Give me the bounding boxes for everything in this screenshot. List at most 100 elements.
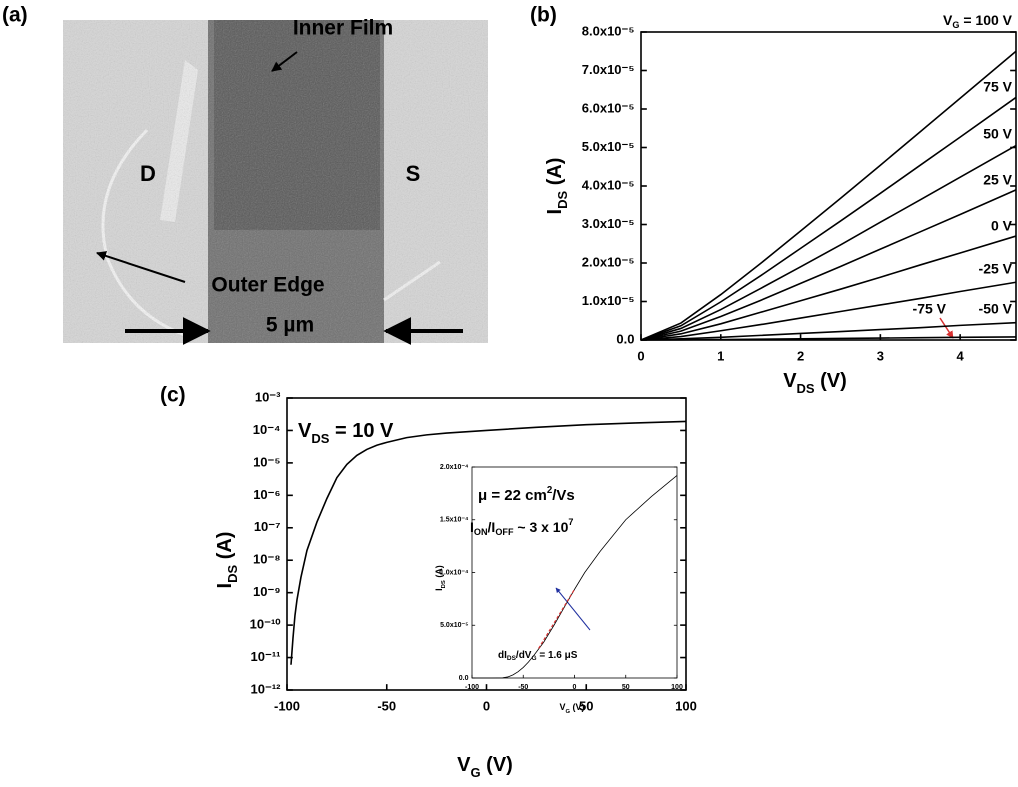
text-part: (V) [815,370,847,392]
panel-label: (c) [160,384,186,407]
subscript: G [471,765,481,780]
x-tick-label: 2 [797,348,804,363]
x-tick-label: 100 [675,698,697,713]
text-part: = [959,12,975,28]
image-label: D [140,161,156,186]
y-tick-label: 4.0x10⁻⁵ [582,177,635,192]
text-part: (V) [570,702,585,712]
y-tick-label: 7.0x10⁻⁵ [582,62,635,77]
annotation: μ = 22 cm2/Vs [478,485,575,504]
series-label: 0 V [991,218,1013,234]
x-tick-label: -50 [377,698,396,713]
y-tick-label: 10⁻¹⁰ [250,617,282,632]
data-line [641,97,1016,340]
y-tick-label: 10⁻⁷ [254,519,281,534]
y-tick-label: 1.0x10⁻⁵ [582,293,635,308]
plot-frame [641,32,1016,340]
image-label: Inner Film [293,17,393,40]
x-tick-label: -50 [518,684,528,691]
series-label: 25 V [983,172,1012,188]
x-tick-label: 1 [717,348,724,363]
text-part: /I [488,519,496,535]
series-label: VG = 100 V [943,12,1013,31]
y-tick-label: 10⁻¹² [251,681,282,696]
text-part: = 1.6 μS [537,650,578,661]
data-line [641,190,1016,340]
y-tick-label: 10⁻⁶ [253,487,280,502]
subscript: DS [797,381,815,396]
y-axis-label: IDS (A) [544,158,570,215]
y-tick-label: 1.5x10⁻⁴ [440,517,469,524]
series-label: 50 V [983,126,1012,142]
subscript: DS [555,191,570,209]
series-label: -25 V [979,261,1013,277]
text-part: /Vs [552,487,575,504]
series-label: -75 V [913,301,947,317]
image-label: S [406,161,421,186]
data-line [472,475,677,678]
subscript: OFF [495,527,514,537]
y-tick-label: 10⁻³ [255,389,281,404]
text-part: (A) [544,158,566,191]
page: { "panels": {"labels": ["(a)", "(b)", "(… [0,0,1018,787]
text-part: 100 V [975,12,1012,28]
y-tick-label: 2.0x10⁻⁴ [440,464,469,471]
superscript: 7 [568,517,573,527]
y-tick-label: 10⁻⁸ [253,552,280,567]
subscript: G [952,20,959,30]
y-tick-label: 10⁻⁹ [253,584,281,599]
y-axis-label: IDS (A) [214,532,240,589]
x-tick-label: 50 [622,684,630,691]
series-label: 75 V [983,79,1012,95]
x-axis-label: VDS (V) [783,370,847,396]
x-tick-label: 0 [483,698,490,713]
text-part: V [783,370,797,392]
text-part: (A) [434,565,444,580]
y-tick-label: 0.0 [616,331,634,346]
text-part: = 10 V [329,420,394,442]
data-line [291,421,686,664]
x-tick-label: -100 [465,684,479,691]
x-tick-label: 0 [637,348,644,363]
image-label: 5 µm [266,314,314,337]
annotation: ION/IOFF ~ 3 x 107 [470,517,573,537]
text-part: (A) [214,532,236,565]
y-tick-label: 8.0x10⁻⁵ [582,23,635,38]
annotation: VDS = 10 V [298,420,394,446]
y-tick-label: 6.0x10⁻⁵ [582,100,635,115]
subscript: ON [474,527,488,537]
data-line [641,51,1016,340]
y-tick-label: 0.0 [459,675,469,682]
annotation-arrow [940,318,953,338]
x-tick-label: 100 [671,684,683,691]
text-part: dI [498,650,507,661]
subscript: DS [441,580,447,588]
subscript: DS [311,431,329,446]
y-tick-label: 3.0x10⁻⁵ [582,216,635,231]
panel-label: (b) [530,4,557,27]
figure: (a) (b) (c) Inner Film D S Outer Edge 5 … [0,0,1018,787]
y-tick-label: 10⁻⁴ [253,422,281,437]
x-tick-label: -100 [274,698,300,713]
image-label: Outer Edge [211,274,324,297]
text-part: V [457,754,471,776]
annotation: dIDS/dVG = 1.6 μS [498,650,578,663]
text-part: /dV [516,650,532,661]
x-axis-label: VG (V) [457,754,513,780]
subscript: DS [225,565,240,583]
y-tick-label: 10⁻⁵ [253,454,280,469]
sem-image: Inner Film D S Outer Edge 5 µm [63,17,488,343]
y-tick-label: 5.0x10⁻⁵ [440,622,468,629]
text-part: μ = 22 cm [478,487,547,504]
x-tick-label: 3 [877,348,884,363]
text-part: ~ 3 x 10 [514,519,569,535]
text-part: (V) [481,754,513,776]
x-tick-label: 0 [573,684,577,691]
y-tick-label: 2.0x10⁻⁵ [582,254,635,269]
y-tick-label: 5.0x10⁻⁵ [582,139,635,154]
annotation-arrow [556,588,590,630]
series-label: -50 V [979,301,1013,317]
panel-label: (a) [2,4,28,27]
text-part: V [298,420,312,442]
x-tick-label: 4 [957,348,965,363]
